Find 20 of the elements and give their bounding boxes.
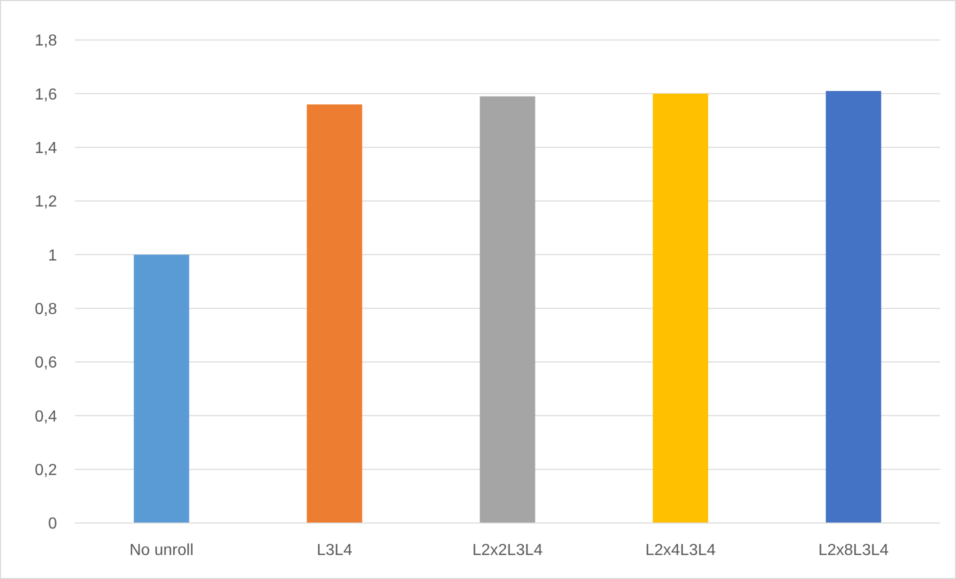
y-tick-label: 1 <box>48 247 58 264</box>
y-tick-label: 0 <box>48 516 58 533</box>
bar <box>652 94 708 523</box>
y-tick-label: 0,8 <box>34 300 58 318</box>
y-tick-label: 0,4 <box>34 408 58 426</box>
y-tick-label: 1,6 <box>34 86 58 104</box>
x-tick-label: L2x2L3L4 <box>472 542 543 559</box>
bar <box>826 90 882 523</box>
y-tick-label: 1,8 <box>34 32 58 50</box>
x-tick-label: L2x8L3L4 <box>818 542 889 559</box>
y-tick-label: 1,2 <box>34 194 58 211</box>
y-tick-label: 0,2 <box>34 462 58 479</box>
y-tick-label: 0,6 <box>34 354 58 372</box>
x-tick-label: L3L4 <box>316 542 352 559</box>
x-tick-label: L2x4L3L4 <box>645 542 716 559</box>
bar <box>480 96 536 523</box>
bar <box>134 254 190 523</box>
bar <box>306 104 362 523</box>
x-tick-label: No unroll <box>129 542 194 559</box>
y-tick-label: 1,4 <box>34 140 58 157</box>
